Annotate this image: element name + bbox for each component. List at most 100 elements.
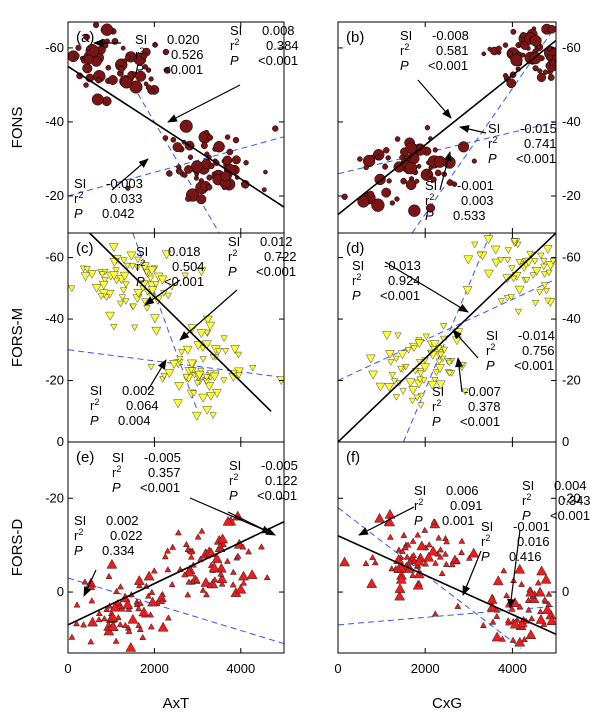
data-point [238, 570, 249, 581]
data-point [98, 280, 109, 290]
x-tick-label: 2000 [140, 661, 169, 676]
data-point [125, 54, 131, 61]
data-point [164, 547, 172, 554]
y-tick-label: -40 [562, 114, 581, 129]
data-point [404, 541, 412, 548]
data-point [493, 606, 501, 613]
data-point [133, 264, 142, 272]
data-point [144, 592, 152, 599]
scatter-points [339, 508, 556, 647]
p-label: P [414, 513, 423, 528]
regression-line [338, 39, 556, 216]
p-value: <0.001 [550, 508, 590, 523]
stat-block: SI -0.007 r2 0.378 P <0.001 [432, 384, 501, 429]
data-point [540, 620, 548, 627]
data-point [381, 187, 392, 198]
si-label: SI [486, 328, 498, 343]
si-value: -0.007 [464, 384, 501, 399]
data-point [385, 155, 391, 161]
si-label: SI [230, 23, 242, 38]
annotation-arrow [439, 151, 452, 191]
data-point [510, 54, 523, 67]
data-point [194, 370, 205, 380]
data-point [145, 84, 152, 91]
data-point [403, 553, 411, 560]
data-point [263, 169, 268, 175]
data-point [122, 598, 134, 609]
data-point [397, 350, 408, 360]
p-value: 0.042 [102, 206, 135, 221]
p-value: <0.001 [516, 151, 556, 166]
si-label: SI [414, 483, 426, 498]
p-value: 0.416 [509, 549, 542, 564]
p-value: <0.001 [380, 288, 420, 303]
r2-label: r2 [486, 342, 495, 358]
data-point [399, 388, 407, 395]
data-point [531, 300, 540, 307]
p-label: P [229, 488, 238, 503]
data-point [194, 533, 202, 540]
stat-block: SI -0.005 r2 0.357 P <0.001 [112, 450, 181, 495]
data-point [139, 633, 147, 641]
data-point [73, 620, 80, 627]
data-point [363, 164, 369, 171]
annotation-arrow [384, 261, 469, 313]
stat-block: SI 0.006 r2 0.091 P 0.001 [414, 483, 483, 528]
data-point [490, 245, 501, 255]
data-point [453, 557, 461, 564]
data-point [87, 616, 98, 627]
p-value: <0.001 [428, 58, 468, 73]
data-point [495, 45, 502, 52]
data-point [104, 289, 115, 299]
data-point [367, 190, 375, 198]
data-point [123, 262, 132, 270]
data-point [492, 575, 504, 586]
data-point [432, 559, 439, 566]
data-point [80, 621, 87, 628]
data-point [205, 321, 216, 331]
dashed-regression-line-1 [338, 121, 556, 175]
data-point [540, 258, 548, 265]
data-point [400, 531, 408, 538]
si-value: 0.018 [168, 244, 201, 259]
r2-label: r2 [488, 135, 497, 151]
r2-label: r2 [228, 248, 237, 264]
data-point [261, 187, 267, 193]
data-point [404, 161, 418, 175]
data-point [508, 265, 516, 272]
p-label: P [112, 480, 121, 495]
p-value: <0.001 [163, 62, 203, 77]
data-point [174, 382, 185, 391]
annotation-arrow [227, 511, 276, 536]
data-point [122, 281, 130, 289]
data-point [150, 567, 158, 574]
data-point [530, 35, 542, 47]
data-point [540, 271, 549, 278]
data-point [537, 607, 544, 615]
dashed-regression-line-2 [132, 84, 220, 233]
data-point [414, 531, 422, 538]
si-label: SI [522, 478, 534, 493]
data-point [445, 370, 454, 377]
data-point [193, 380, 202, 387]
annotation-arrow [167, 84, 241, 123]
data-point [536, 565, 548, 576]
data-point [375, 382, 386, 392]
data-point [366, 578, 378, 588]
data-point [374, 512, 385, 523]
data-point [100, 615, 108, 622]
data-point [404, 347, 413, 354]
panel-b: -20 -40 -60 (b) SI -0.008 r2 0.581 P <0.001 SI -0.0… [337, 21, 581, 234]
data-point [514, 308, 523, 316]
data-point [245, 548, 252, 555]
data-point [95, 609, 103, 616]
data-point [135, 605, 142, 612]
data-point [108, 243, 119, 253]
data-point [405, 142, 418, 154]
si-value: 0.020 [167, 32, 200, 47]
data-point [92, 22, 100, 29]
r2-value: 0.526 [171, 47, 204, 62]
data-point [439, 323, 448, 330]
data-point [120, 257, 128, 265]
r2-value: 0.091 [450, 498, 483, 513]
